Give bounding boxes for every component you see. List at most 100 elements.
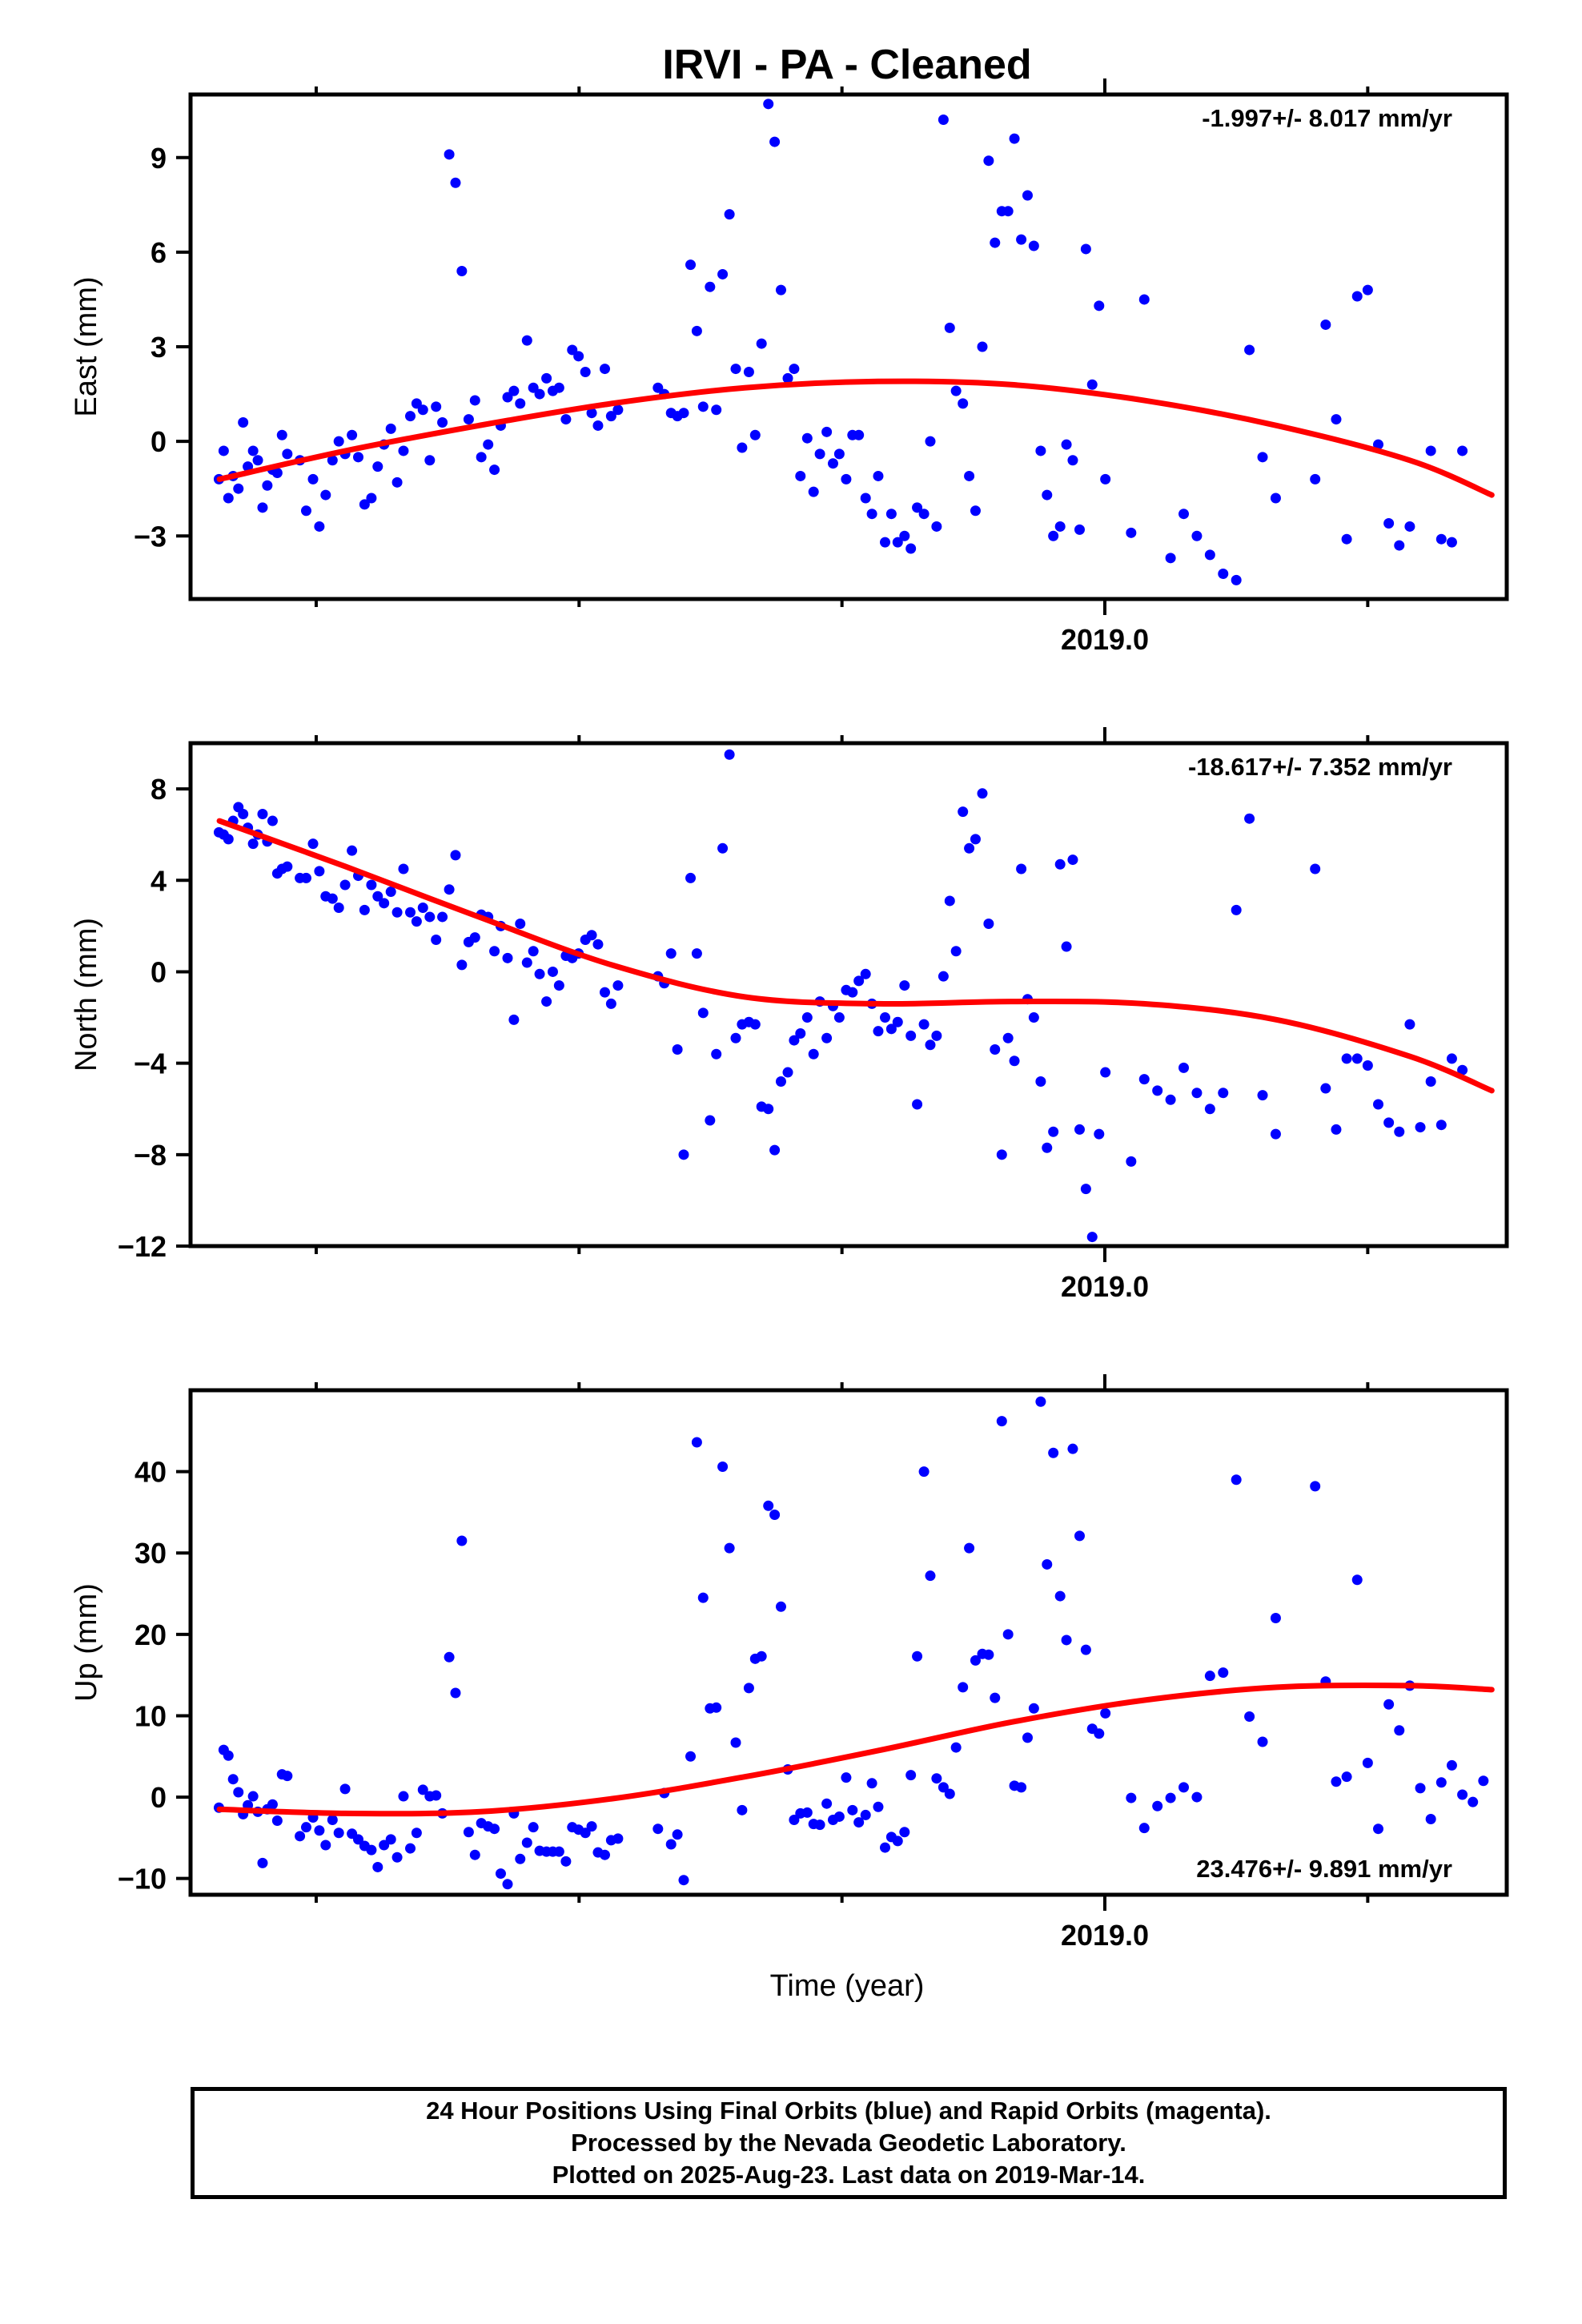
north-data-point [1320, 1083, 1331, 1094]
east-data-point [391, 476, 403, 488]
east-data-point [691, 325, 702, 336]
north-data-point [860, 968, 871, 979]
east-data-point [1035, 445, 1046, 456]
north-points [213, 0, 1499, 1243]
up-data-point [970, 1655, 981, 1666]
east-data-point [580, 367, 591, 377]
east-data-point [359, 499, 370, 510]
north-data-point [899, 980, 910, 991]
north-data-point [1478, 0, 1488, 6]
east-data-point [592, 420, 604, 431]
north-data-point [1016, 863, 1027, 875]
east-data-point [534, 388, 545, 400]
east-data-point [944, 322, 955, 333]
north-data-point [1341, 1053, 1352, 1064]
north-data-point [1094, 1128, 1105, 1140]
up-data-point [756, 1651, 767, 1662]
up-data-point [918, 1466, 930, 1478]
up-data-point [352, 1834, 363, 1845]
north-data-point [1028, 1012, 1039, 1023]
east-data-point [541, 372, 552, 384]
up-data-point [925, 1570, 936, 1582]
east-data-point [795, 470, 806, 481]
east-data-point [521, 335, 532, 346]
up-data-point [1054, 1590, 1066, 1602]
east-data-point [1362, 284, 1373, 296]
up-data-point [789, 1815, 800, 1826]
up-data-point [1244, 1711, 1255, 1722]
up-data-point [983, 1649, 994, 1660]
east-data-point [866, 509, 877, 520]
east-data-point [1310, 473, 1321, 485]
up-data-point [1016, 1782, 1027, 1793]
north-data-point [892, 1016, 903, 1027]
east-data-point [528, 382, 539, 393]
north-y-tick-label: 8 [151, 773, 167, 806]
north-data-point [724, 749, 735, 760]
north-data-point [1257, 1090, 1268, 1101]
up-data-point [841, 1772, 852, 1783]
north-data-point [1244, 813, 1255, 824]
up-data-point [267, 1799, 278, 1810]
east-data-point [238, 417, 249, 428]
east-data-point [697, 401, 709, 412]
up-data-point [1067, 1443, 1078, 1454]
north-data-point [1061, 941, 1072, 952]
east-data-point [756, 338, 767, 349]
north-data-point [678, 1149, 689, 1160]
north-data-point [359, 904, 370, 915]
up-data-point [1270, 1613, 1281, 1624]
north-y-axis-label: North (mm) [70, 918, 103, 1072]
north-data-point [1488, 0, 1499, 6]
up-data-point [521, 1837, 532, 1848]
north-data-point [1165, 1094, 1176, 1105]
north-data-point [257, 808, 268, 819]
east-data-point [892, 537, 903, 548]
north-y-tick-label: −4 [134, 1047, 167, 1080]
east-data-point [899, 530, 910, 541]
up-data-point [495, 1868, 506, 1880]
east-data-point [938, 115, 949, 125]
north-data-point [1415, 1122, 1426, 1133]
up-data-point [873, 1801, 884, 1812]
north-plot-frame [188, 741, 1509, 1248]
east-data-point [307, 473, 319, 485]
north-data-point [1218, 1088, 1229, 1099]
east-data-point [724, 209, 735, 220]
east-data-point [1244, 344, 1255, 356]
east-data-point [970, 505, 981, 517]
north-data-point [1178, 1062, 1190, 1073]
up-data-point [1468, 1796, 1479, 1807]
north-data-point [964, 842, 975, 854]
east-y-tick-label: 3 [151, 331, 167, 364]
east-data-point [1002, 206, 1014, 217]
up-data-point [366, 1844, 377, 1856]
up-rate-label: 23.476+/- 9.891 mm/yr [1196, 1855, 1452, 1883]
east-data-point [489, 464, 500, 476]
north-data-point [880, 1012, 891, 1023]
up-data-point [314, 1825, 325, 1836]
up-data-point [1178, 1782, 1190, 1793]
east-data-point [853, 429, 865, 440]
north-data-point [685, 872, 697, 883]
east-data-point [730, 364, 741, 375]
up-data-point [385, 1834, 396, 1845]
north-data-point [553, 980, 564, 991]
north-data-point [1270, 1128, 1281, 1140]
east-data-point [553, 382, 564, 393]
north-data-point [1231, 904, 1242, 915]
east-data-point [1457, 445, 1468, 456]
up-data-point [1341, 1771, 1352, 1783]
footer-info-box: 24 Hour Positions Using Final Orbits (bl… [191, 2087, 1507, 2199]
east-data-point [931, 521, 942, 532]
north-x-tick-label: 2019.0 [1061, 1270, 1149, 1303]
east-data-point [905, 543, 917, 554]
east-data-point [252, 455, 263, 466]
up-data-point [580, 1827, 591, 1839]
north-data-point [665, 948, 677, 959]
footer-line-processed: Processed by the Nevada Geodetic Laborat… [571, 2129, 1126, 2157]
east-data-point [737, 442, 748, 453]
north-data-point [282, 861, 293, 872]
north-data-point [944, 895, 955, 907]
up-data-point [469, 1849, 480, 1860]
